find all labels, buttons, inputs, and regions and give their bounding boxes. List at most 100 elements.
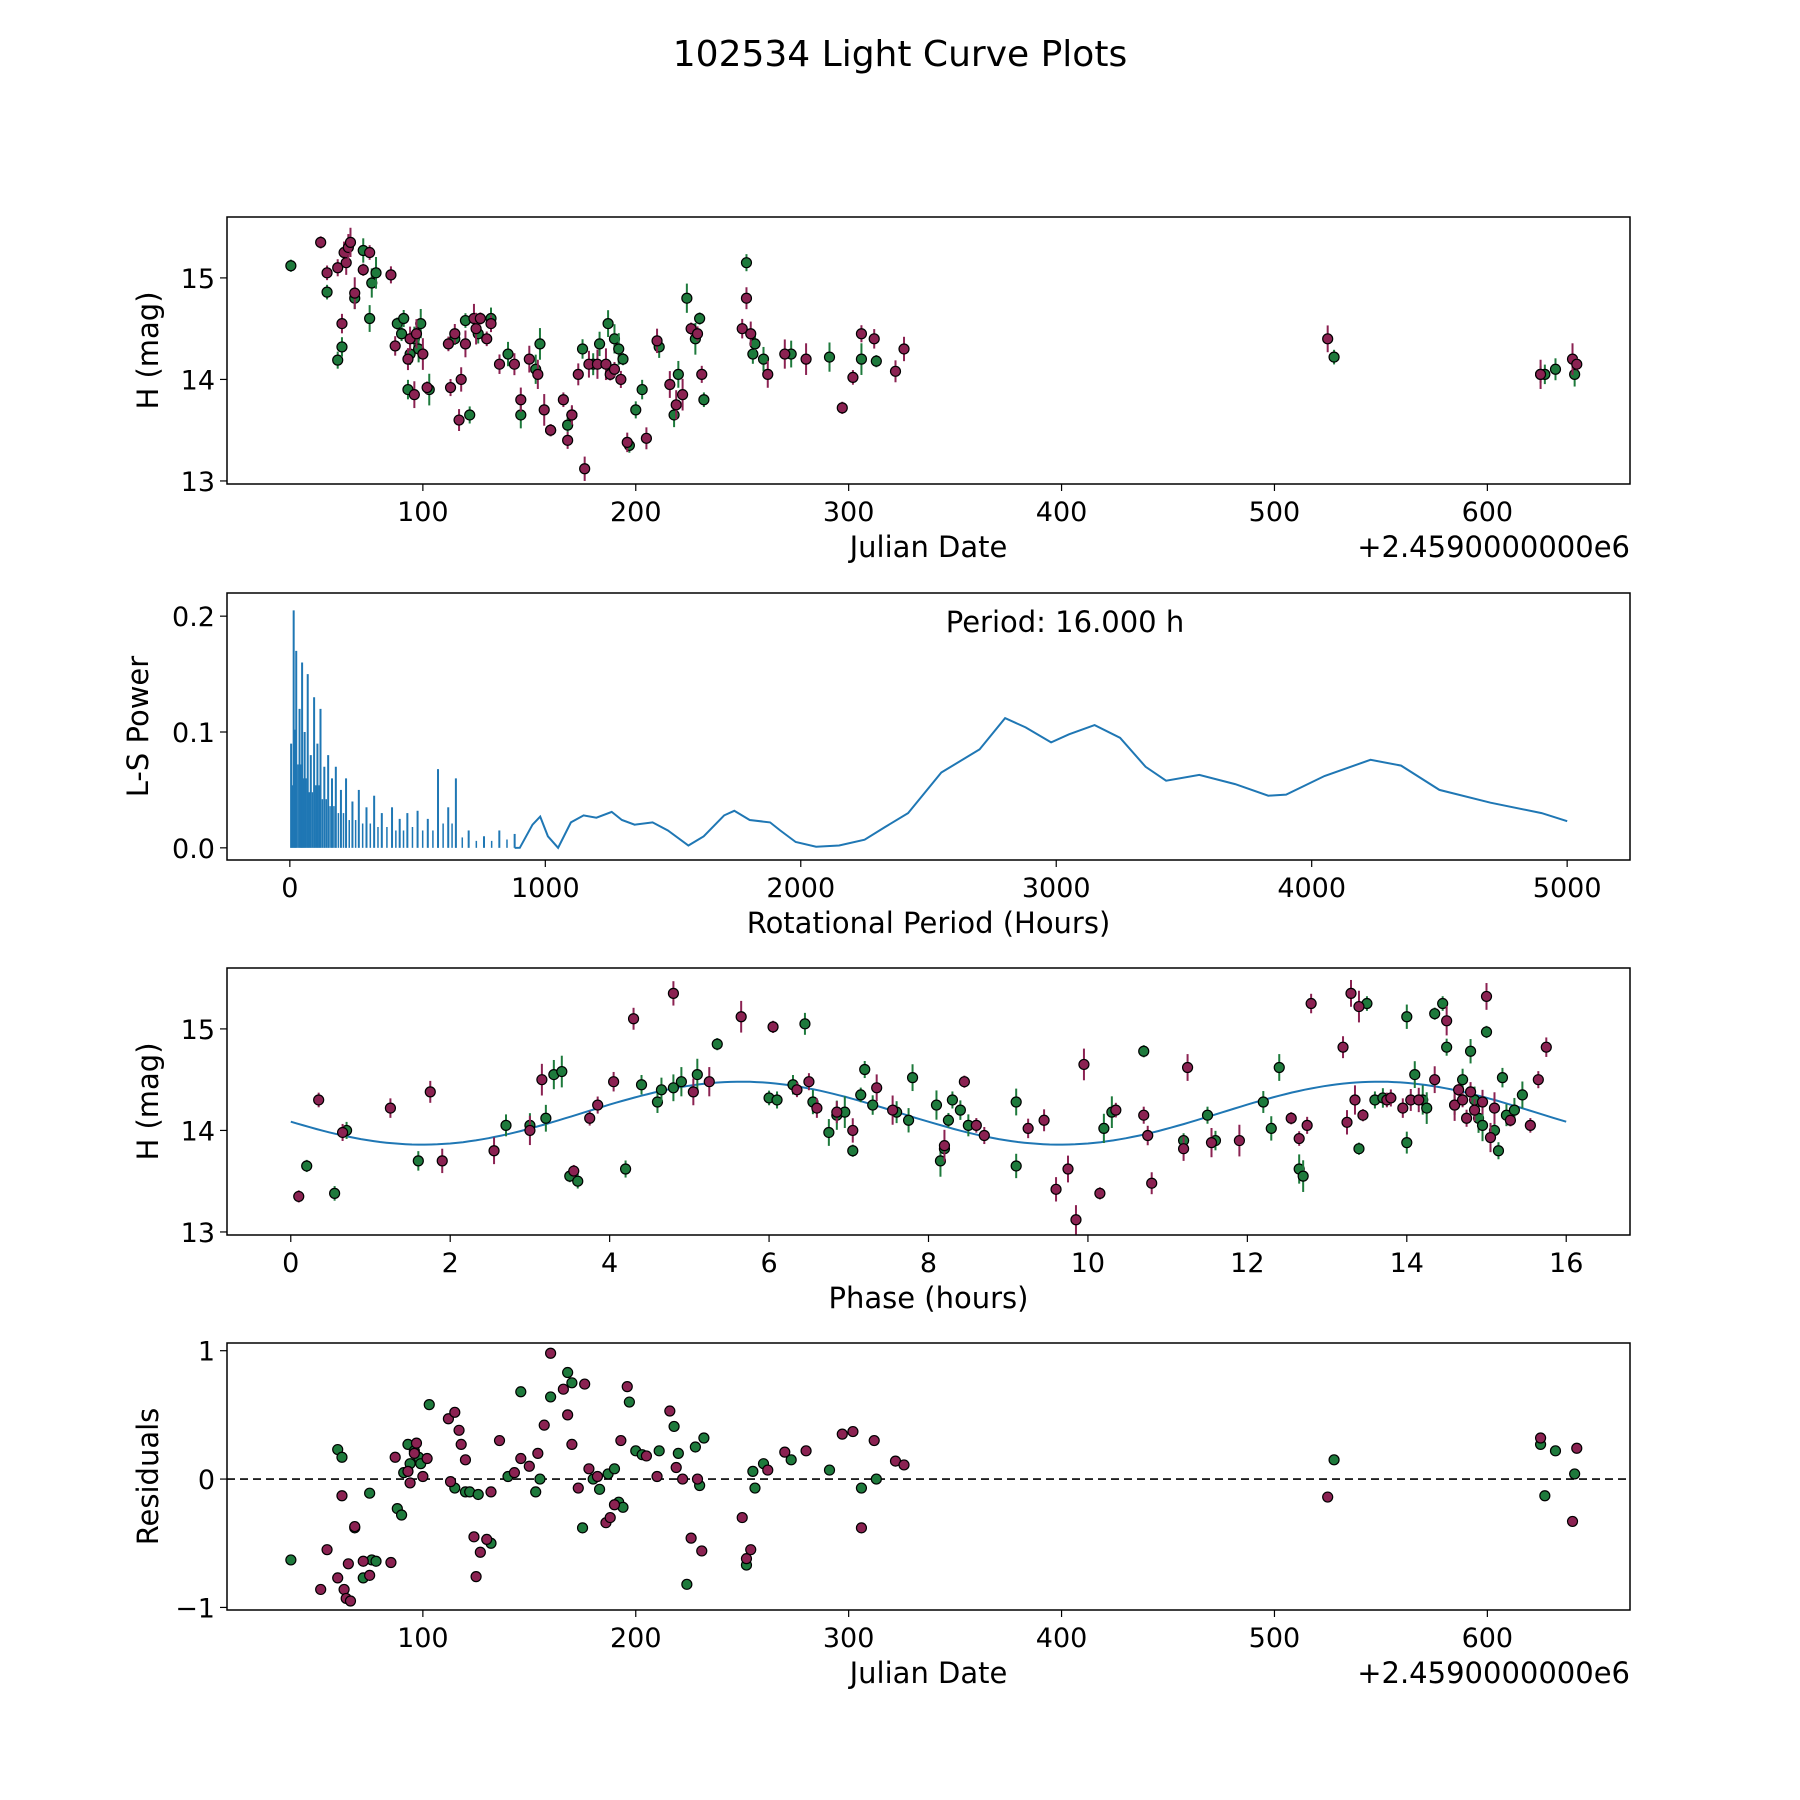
data-point-r (1094, 1187, 1106, 1199)
x-tick-label: 300 (823, 497, 875, 528)
data-point-r (402, 353, 414, 365)
data-point-r (740, 1553, 753, 1565)
data-point-r (417, 1470, 429, 1483)
data-point-r (344, 236, 357, 248)
data-point-r (703, 1076, 715, 1088)
x-tick-label: 500 (1249, 1623, 1301, 1654)
data-point-r (349, 287, 361, 299)
data-point-r (1464, 1086, 1477, 1098)
data-point-g (747, 348, 759, 360)
data-point-r (545, 1347, 557, 1359)
y-tick-label: 14 (181, 1116, 215, 1147)
y-tick-label: 0.0 (172, 834, 215, 865)
data-point-r (1353, 1000, 1365, 1013)
data-point-r (1181, 1061, 1194, 1074)
data-point-r (811, 1102, 823, 1114)
data-point-g (1569, 1468, 1581, 1480)
data-point-r (1038, 1114, 1050, 1126)
data-point-g (771, 1094, 783, 1106)
data-point-r (523, 1460, 535, 1472)
data-point-r (315, 1583, 327, 1596)
data-point-r (621, 436, 633, 448)
data-point-g (593, 338, 606, 350)
data-point-r (1322, 333, 1334, 345)
data-point-g (395, 1509, 408, 1521)
data-point-g (655, 1084, 668, 1096)
x-axis-label: Rotational Period (Hours) (747, 906, 1111, 940)
data-point-r (459, 338, 472, 350)
y-tick-label: 15 (181, 264, 215, 295)
data-point-r (1460, 1112, 1473, 1124)
data-point-r (1385, 1092, 1397, 1104)
data-point-g (930, 1099, 943, 1111)
data-point-r (1022, 1122, 1034, 1135)
data-point-g (946, 1094, 959, 1106)
x-tick-label: 400 (1036, 1623, 1088, 1654)
data-point-r (868, 333, 880, 345)
periodogram-spikes (290, 610, 516, 848)
data-point-g (576, 343, 589, 355)
data-point-r (600, 358, 612, 370)
data-point-r (357, 264, 369, 276)
x-tick-label: 600 (1462, 1623, 1514, 1654)
data-point-r (868, 1434, 880, 1447)
data-point-g (336, 1451, 348, 1463)
data-point-r (736, 1511, 748, 1524)
data-point-g (1549, 363, 1562, 375)
data-point-g (285, 1554, 297, 1566)
data-point-r (424, 1086, 436, 1098)
data-point-g (1421, 1102, 1433, 1114)
data-point-g (823, 351, 836, 363)
data-point-g (855, 353, 868, 365)
x-tick-label: 400 (1036, 497, 1088, 528)
data-point-g (329, 1187, 341, 1199)
x-tick-label: 600 (1462, 497, 1514, 528)
data-point-r (1337, 1041, 1349, 1053)
data-point-g (870, 355, 882, 367)
data-point-r (481, 333, 493, 345)
x-tick-label: 5000 (1533, 873, 1602, 904)
data-point-r (455, 1438, 467, 1451)
data-point-r (736, 323, 748, 335)
data-point-g (619, 1163, 632, 1175)
data-point-r (887, 1104, 899, 1116)
data-point-r (349, 1520, 361, 1533)
data-point-r (847, 1425, 859, 1438)
data-point-r (1341, 1116, 1353, 1128)
phase-folded-panel: 0 2 4 6 8 10 12 14 16 13 14 15 Phase (hours) H (mag) (131, 967, 1631, 1315)
data-point-r (338, 1583, 350, 1596)
data-point-r (604, 1511, 616, 1524)
data-point-g (395, 328, 408, 340)
data-point-r (1534, 368, 1547, 380)
data-point-r (524, 1124, 536, 1137)
data-point-g (1441, 1041, 1453, 1053)
data-point-r (1566, 1515, 1579, 1528)
data-point-r (1429, 1074, 1441, 1086)
data-point-r (532, 368, 544, 380)
x-tick-label: 0 (281, 873, 298, 904)
data-point-g (285, 260, 297, 272)
data-point-r (1233, 1134, 1245, 1147)
y-axis-label: Residuals (131, 1408, 165, 1546)
data-point-r (803, 1076, 815, 1088)
data-point-r (889, 365, 902, 377)
data-point-g (500, 1119, 512, 1131)
data-point-r (1138, 1109, 1150, 1121)
axes-frame (226, 216, 1631, 485)
x-offset-label: +2.4590000000e6 (1357, 1656, 1630, 1690)
data-point-r (670, 1461, 682, 1474)
x-offset-label: +2.4590000000e6 (1357, 530, 1630, 564)
data-point-g (593, 1483, 606, 1495)
data-point-r (1146, 1177, 1158, 1189)
data-point-g (1464, 1045, 1477, 1057)
data-point-r (408, 389, 420, 401)
data-point-g (623, 1396, 635, 1408)
data-point-r (664, 1405, 676, 1417)
data-point-r (538, 404, 550, 416)
y-tick-label: 0 (198, 1465, 215, 1496)
x-tick-label: 1000 (511, 873, 580, 904)
data-point-r (1345, 987, 1357, 999)
data-point-r (687, 1086, 699, 1098)
data-point-r (1349, 1094, 1361, 1106)
data-point-r (779, 348, 791, 360)
